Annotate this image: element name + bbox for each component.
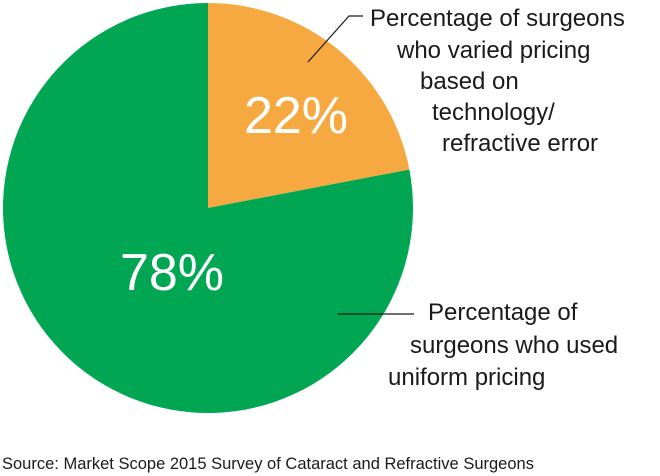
annotation-varied-line-2: who varied pricing <box>396 37 590 64</box>
annotation-uniform-line-2: surgeons who used <box>410 332 618 359</box>
pie-slice-uniform-pricing <box>2 3 413 413</box>
slice-label-varied-pricing: 22% <box>244 87 348 145</box>
annotation-uniform-pricing: Percentage of surgeons who used uniform … <box>388 299 618 391</box>
leader-line-varied-pricing <box>307 15 363 63</box>
slice-label-uniform-pricing: 78% <box>120 244 224 302</box>
annotation-varied-line-3: based on <box>420 68 519 95</box>
annotation-varied-line-1: Percentage of surgeons <box>370 5 625 32</box>
pie-slices <box>2 3 413 413</box>
source-note: Source: Market Scope 2015 Survey of Cata… <box>2 455 534 473</box>
annotation-varied-line-5: refractive error <box>442 130 598 157</box>
annotation-varied-pricing: Percentage of surgeons who varied pricin… <box>370 5 625 157</box>
annotation-uniform-line-1: Percentage of <box>428 299 578 326</box>
pie-slice-varied-pricing <box>208 3 410 208</box>
annotation-varied-line-4: technology/ <box>432 99 555 126</box>
annotation-uniform-line-3: uniform pricing <box>388 364 545 391</box>
